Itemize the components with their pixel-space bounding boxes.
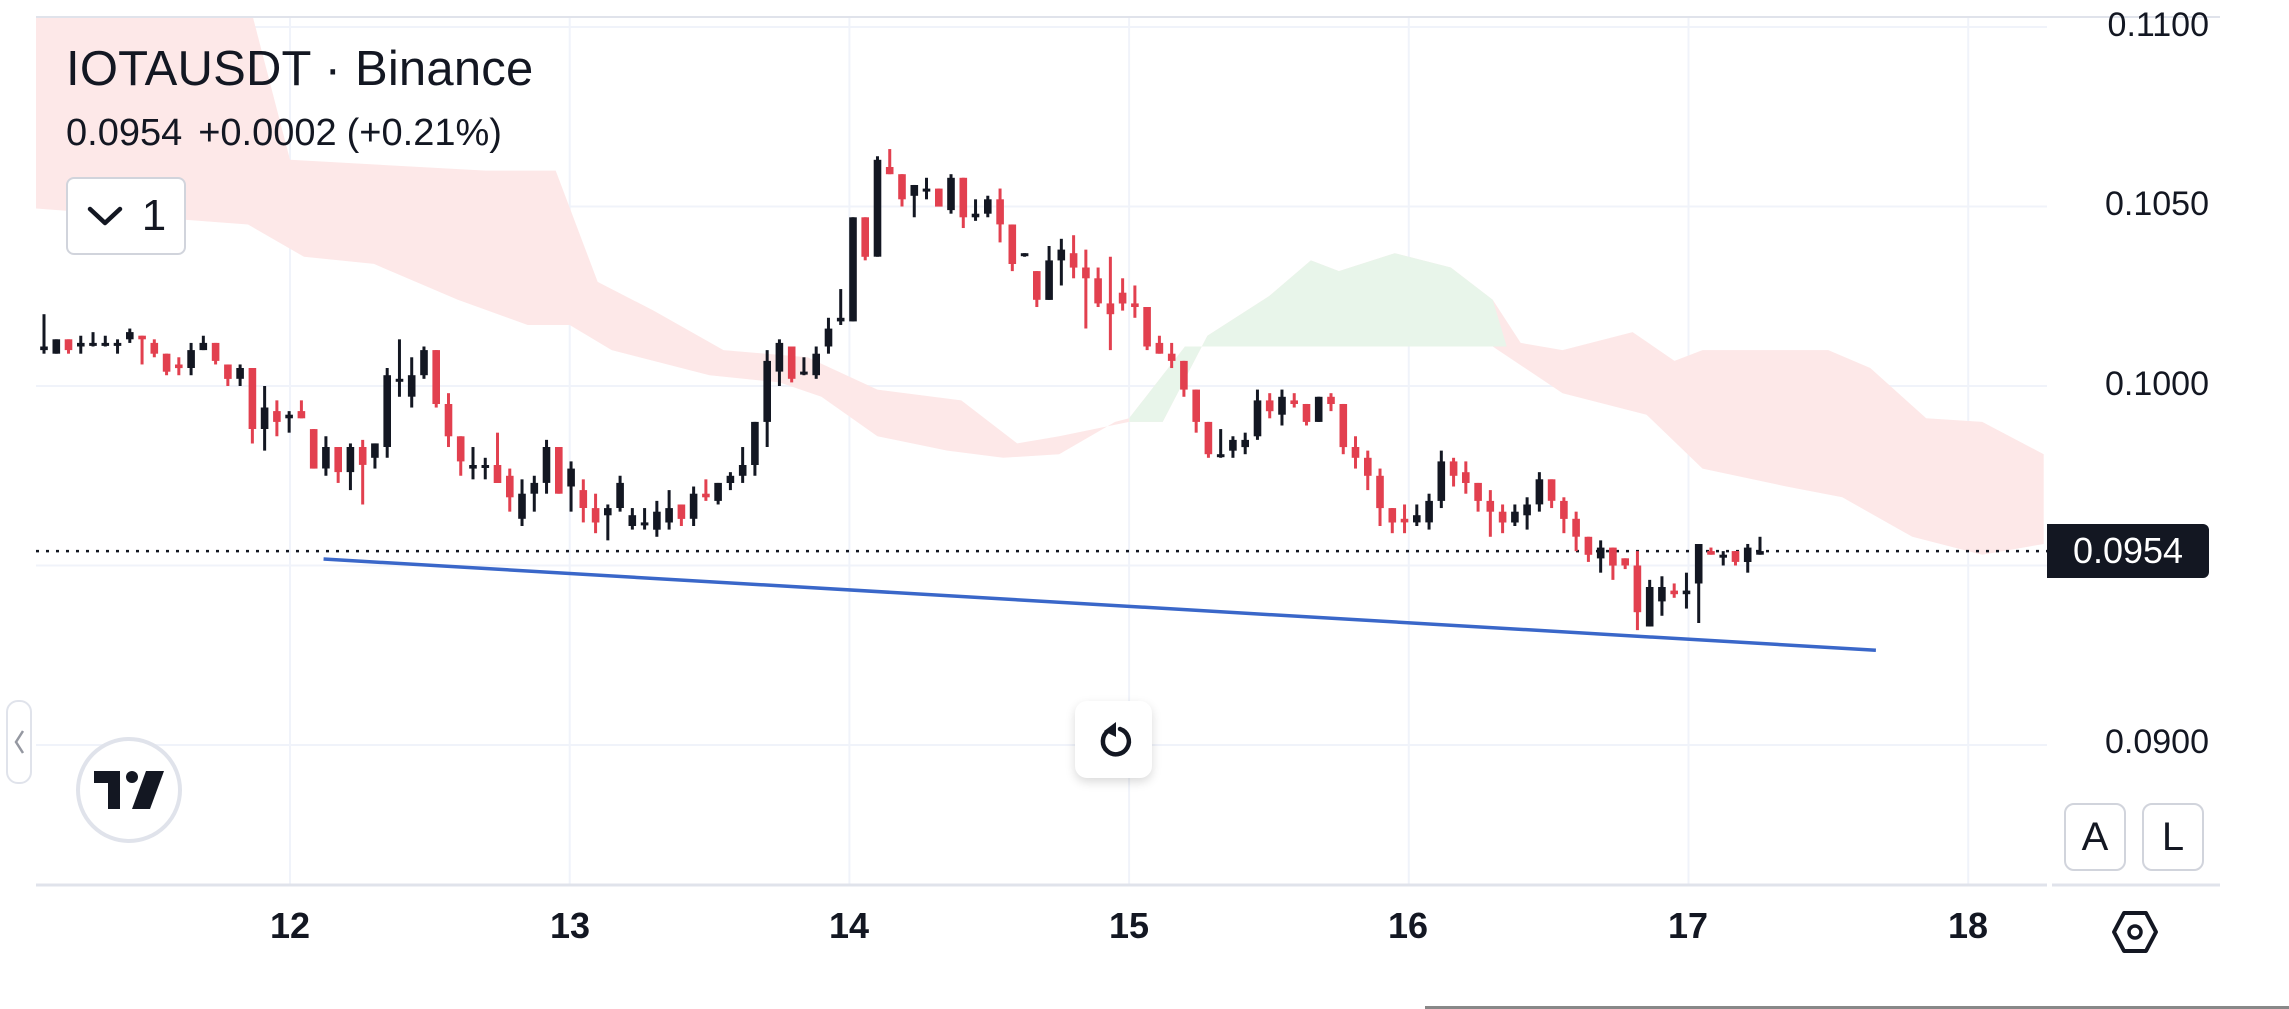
last-price-tag: 0.0954 xyxy=(2047,524,2209,578)
indicators-count: 1 xyxy=(141,191,167,240)
collapse-panel-tab[interactable] xyxy=(6,700,32,784)
price-label-2: 0.1000 xyxy=(2105,365,2209,403)
reset-chart-button[interactable] xyxy=(1075,701,1152,778)
date-label-16: 16 xyxy=(1387,905,1429,946)
price-change: +0.0002 xyxy=(198,112,337,154)
trendline[interactable] xyxy=(323,557,1877,652)
date-label-14: 14 xyxy=(828,905,870,946)
tradingview-logo-icon xyxy=(94,771,164,809)
symbol-legend: IOTAUSDT · Binance 0.0954 +0.0002 (+0.21%) xyxy=(66,38,533,158)
indicators-toggle-button[interactable]: 1 xyxy=(66,177,186,255)
symbol-title[interactable]: IOTAUSDT · Binance xyxy=(66,42,534,96)
bottom-edge-line xyxy=(1425,1006,2289,1009)
price-label-1: 0.1050 xyxy=(2105,185,2209,223)
quote-line: 0.0954 +0.0002 (+0.21%) xyxy=(66,108,533,158)
price-label-3: 0.0900 xyxy=(2105,723,2209,761)
auto-scale-button[interactable]: A xyxy=(2064,803,2126,871)
chevron-left-icon xyxy=(14,730,25,754)
chevron-down-icon xyxy=(87,206,122,226)
ichimoku-cloud xyxy=(36,17,2044,555)
candlestick-series xyxy=(40,149,1764,631)
last-price: 0.0954 xyxy=(66,112,183,154)
price-change-percent: (+0.21%) xyxy=(346,112,502,154)
date-label-13: 13 xyxy=(549,905,591,946)
log-scale-button[interactable]: L xyxy=(2142,803,2204,871)
settings-hexagon-icon[interactable] xyxy=(2111,910,2159,954)
date-label-17: 17 xyxy=(1667,905,1709,946)
price-label-0: 0.1100 xyxy=(2107,6,2209,44)
date-label-12: 12 xyxy=(269,905,311,946)
reset-icon xyxy=(1100,721,1131,757)
date-label-15: 15 xyxy=(1108,905,1150,946)
tradingview-logo[interactable] xyxy=(76,737,182,843)
date-label-18: 18 xyxy=(1947,905,1989,946)
